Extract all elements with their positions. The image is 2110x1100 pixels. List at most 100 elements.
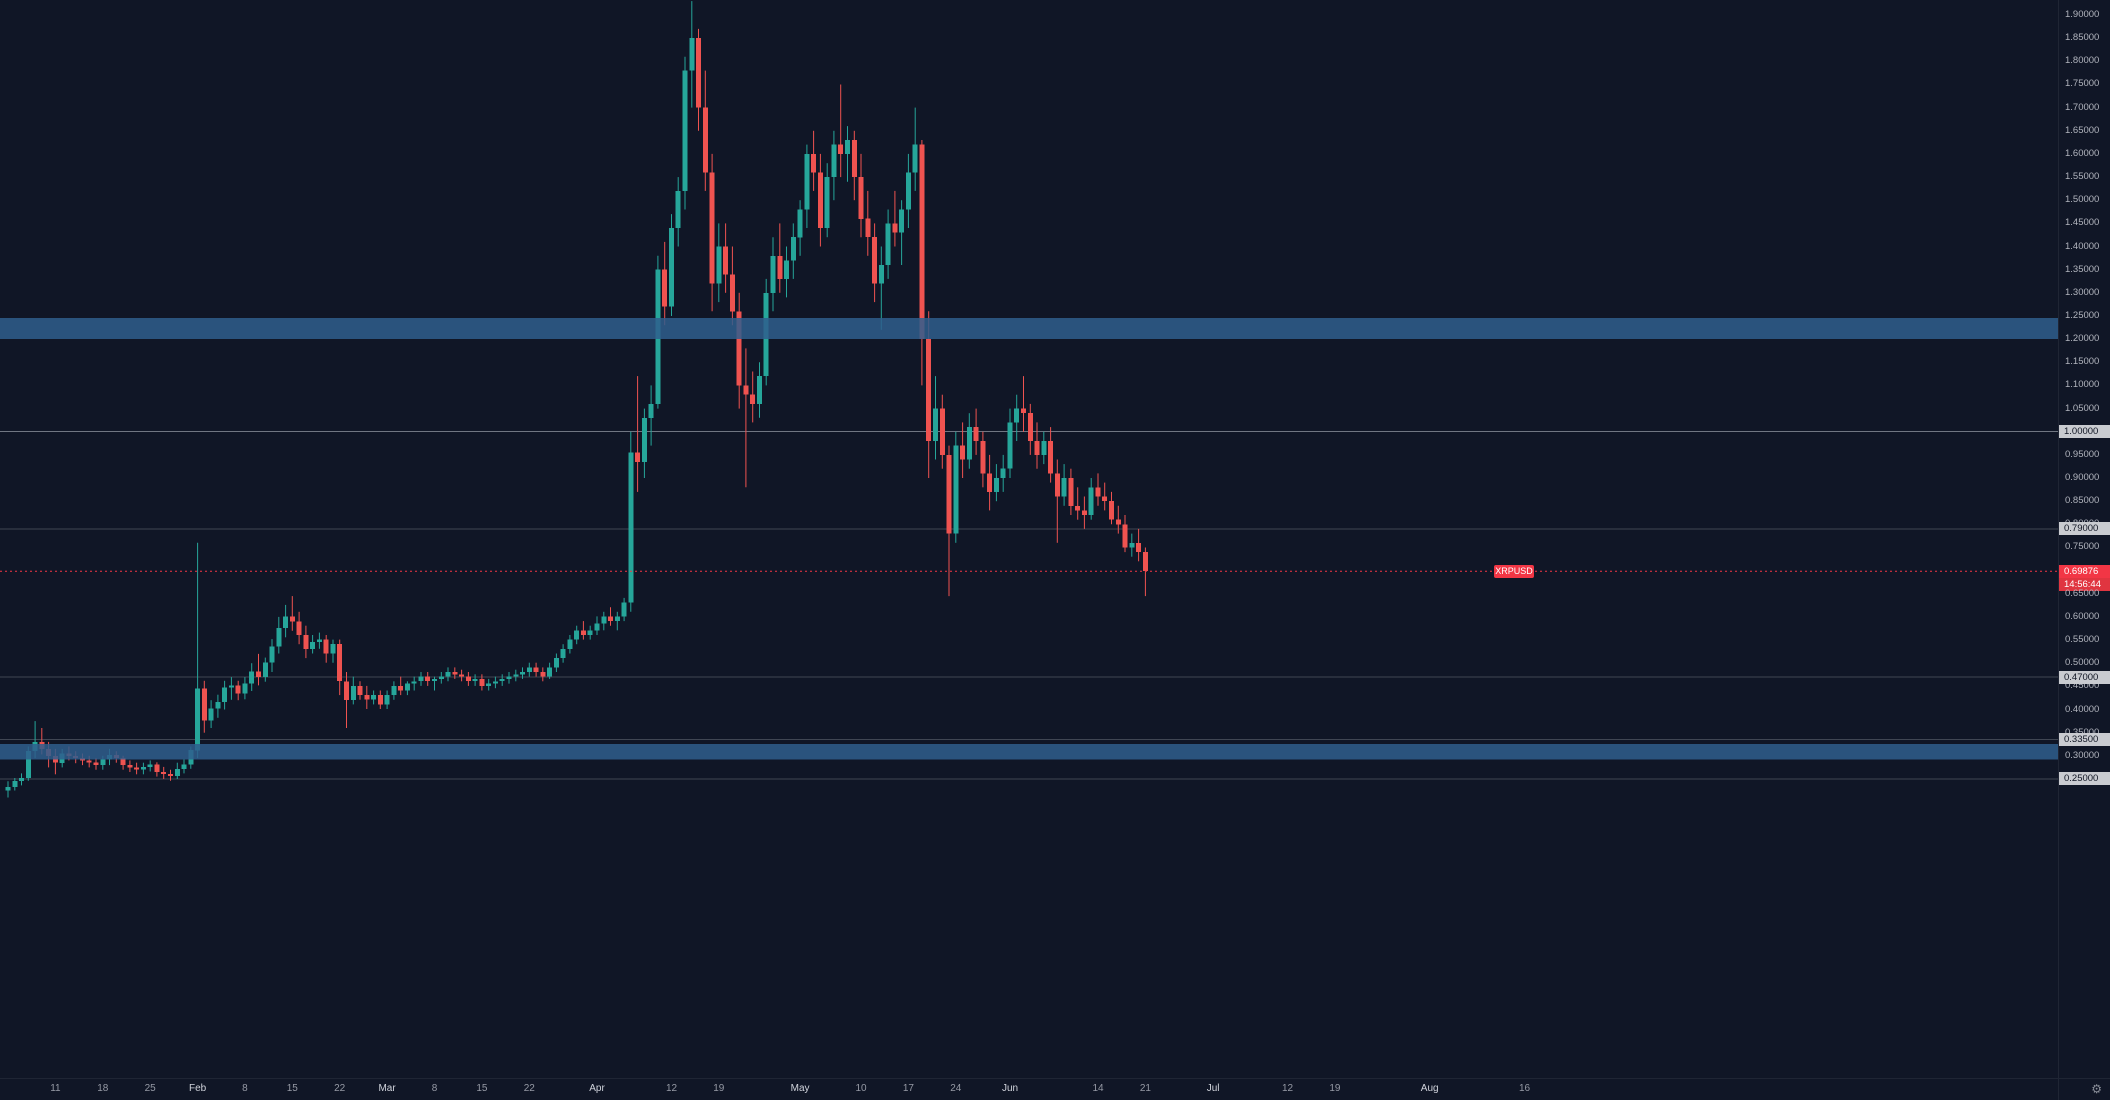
candle-body (669, 228, 674, 307)
candle-body (276, 628, 282, 647)
price-tick-label: 1.45000 (2065, 217, 2100, 229)
price-tick-label: 0.75000 (2065, 541, 2100, 553)
candle-body (486, 683, 492, 686)
candle-body (195, 688, 201, 751)
candle-body (465, 676, 471, 682)
price-axis[interactable]: 0.69876 14:56:44 1.90000 1.85000 1.80000 1.… (2058, 0, 2110, 1078)
time-tick-label: Jul (1206, 1083, 1220, 1094)
level-price-badge: 0.33500 (2059, 733, 2110, 747)
candle-body (1122, 524, 1128, 548)
candle-body (892, 223, 898, 233)
price-tick-label: 1.30000 (2065, 286, 2100, 298)
candle-body (411, 681, 417, 684)
price-tick-label: 0.30000 (2065, 749, 2100, 761)
candle-body (1081, 510, 1087, 515)
candle-body (5, 786, 11, 791)
candle-body (1075, 505, 1081, 511)
candle-body (953, 445, 959, 534)
time-tick-label: 22 (523, 1083, 535, 1094)
time-axis[interactable]: 11 18 25 Feb 8 15 22 Mar 8 15 22 Apr 12 19 May 10 17 24 Ju… (0, 1078, 2058, 1100)
time-tick-label: May (790, 1083, 810, 1094)
time-tick-label: 12 (665, 1083, 678, 1094)
candle-body (344, 681, 349, 700)
time-tick-label: 17 (902, 1083, 914, 1094)
candle-body (939, 408, 945, 455)
candle-body (845, 140, 850, 154)
candle-body (330, 644, 336, 654)
price-tick-label: 1.60000 (2065, 147, 2100, 159)
candle-body (966, 427, 972, 460)
candle-body (878, 265, 884, 284)
price-tick-label: 1.65000 (2065, 124, 2100, 136)
candle-body (736, 311, 742, 386)
candle-body (784, 260, 789, 279)
candle-body (134, 767, 140, 770)
candle-body (19, 778, 24, 781)
price-tick-label: 1.55000 (2065, 171, 2100, 183)
price-tick-label: 1.20000 (2065, 333, 2100, 345)
candle-body (1048, 441, 1054, 474)
time-tick-label: 16 (1518, 1083, 1531, 1094)
candle-body (1136, 542, 1142, 553)
price-tick-label: 0.50000 (2065, 657, 2100, 669)
candle-body (790, 237, 796, 261)
symbol-price-line-label[interactable]: XRPUSD (1494, 564, 1534, 578)
candle-body (100, 759, 106, 766)
candle-body (574, 630, 580, 640)
candle-body (648, 403, 654, 418)
candle-body (520, 672, 525, 675)
candle-body (533, 667, 539, 672)
candle-body (25, 751, 31, 779)
candle-body (1007, 422, 1013, 469)
candle-body (506, 676, 512, 679)
candle-body (865, 218, 871, 238)
candle-body (1095, 487, 1101, 497)
candle-body (445, 672, 451, 677)
candle-body (174, 768, 180, 777)
candle-body (127, 765, 133, 768)
candle-body (1142, 552, 1148, 572)
candle-body (337, 644, 343, 682)
candle-body (289, 616, 295, 622)
candle-body (973, 427, 979, 441)
candle-body (743, 385, 749, 395)
chart-canvas[interactable] (0, 0, 2058, 1078)
price-tick-label: 0.40000 (2065, 703, 2100, 715)
candle-body (242, 683, 248, 694)
price-tick-label: 0.35000 (2059, 727, 2110, 739)
candle-body (262, 662, 268, 678)
candle-body (831, 144, 837, 177)
candle-body (249, 671, 255, 684)
candle-body (1027, 413, 1033, 441)
rectangle-zone-drawing[interactable] (0, 317, 2058, 340)
candle-body (872, 237, 878, 284)
candle-body (350, 685, 356, 700)
price-tick-label: 0.65000 (2065, 587, 2100, 599)
candle-body (987, 473, 993, 492)
candle-body (303, 635, 309, 649)
price-tick-label: 1.70000 (2065, 101, 2100, 113)
candle-body (391, 685, 397, 696)
price-tick-label: 1.75000 (2065, 78, 2100, 90)
candle-body (885, 223, 891, 266)
candle-body (696, 38, 701, 108)
level-price-badge: 0.25000 (2059, 772, 2110, 786)
settings-gear-icon[interactable]: ⚙ (2091, 1082, 2102, 1096)
candle-body (269, 646, 275, 663)
candle-body (499, 678, 505, 682)
candle-body (912, 144, 918, 173)
candle-body (838, 144, 844, 154)
last-price-value: 0.69876 (2059, 564, 2110, 578)
time-tick-label: 22 (334, 1083, 346, 1094)
candle-body (140, 766, 146, 770)
candle-body (161, 772, 167, 774)
candle-body (682, 70, 688, 191)
candle-body (662, 269, 668, 307)
candle-body (811, 153, 817, 173)
candle-body (1115, 519, 1121, 525)
candle-body (398, 685, 404, 691)
last-price-badge: 0.69876 14:56:44 (2059, 564, 2110, 591)
time-tick-label: 21 (1139, 1083, 1151, 1094)
candle-body (770, 255, 776, 293)
rectangle-zone-drawing[interactable] (0, 744, 2058, 760)
